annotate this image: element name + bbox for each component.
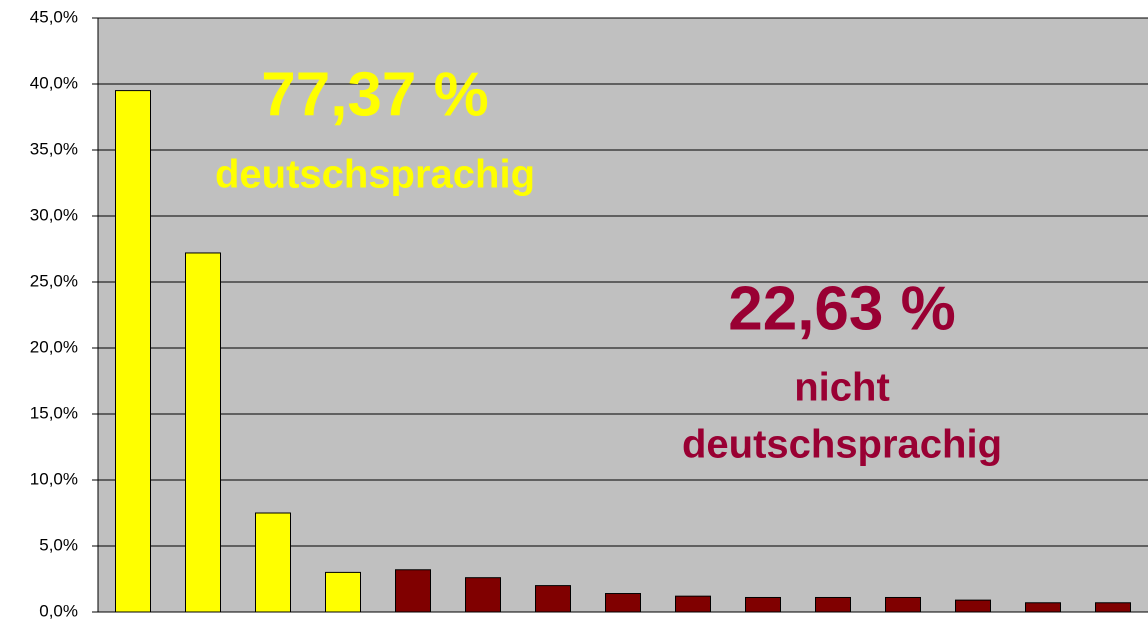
bar	[1025, 602, 1061, 613]
annotation: 22,63 %	[728, 274, 956, 343]
bar	[885, 596, 921, 613]
bar	[1095, 602, 1131, 613]
bar	[185, 252, 221, 613]
bar	[395, 569, 431, 613]
y-tick-label: 35,0%	[30, 139, 78, 158]
y-tick-label: 25,0%	[30, 271, 78, 290]
bar	[465, 577, 501, 613]
y-tick-label: 15,0%	[30, 403, 78, 422]
bar	[325, 571, 361, 613]
annotation: deutschsprachig	[682, 423, 1002, 467]
annotation: 77,37 %	[261, 60, 489, 129]
bar	[255, 512, 291, 613]
y-tick-label: 30,0%	[30, 205, 78, 224]
bar	[605, 593, 641, 613]
bar	[115, 90, 151, 613]
bar	[675, 595, 711, 613]
bar	[955, 599, 991, 613]
y-tick-label: 20,0%	[30, 337, 78, 356]
annotation: nicht	[794, 366, 890, 410]
y-tick-label: 45,0%	[30, 7, 78, 26]
bar	[745, 596, 781, 613]
y-tick-label: 10,0%	[30, 469, 78, 488]
bar	[815, 596, 851, 613]
bar	[535, 585, 571, 613]
y-tick-label: 40,0%	[30, 73, 78, 92]
y-tick-label: 0,0%	[39, 601, 78, 620]
y-tick-label: 5,0%	[39, 535, 78, 554]
annotation: deutschsprachig	[215, 153, 535, 197]
